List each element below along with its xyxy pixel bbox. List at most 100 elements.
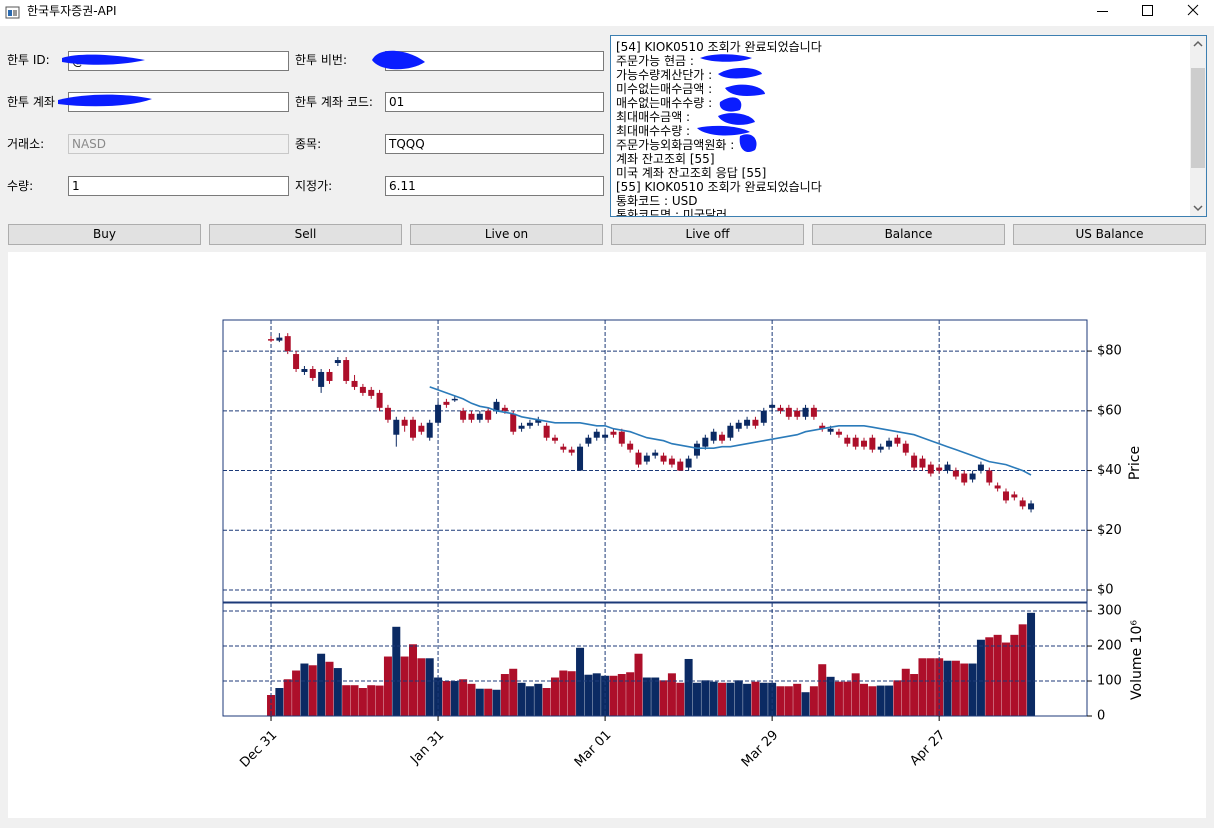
volume-bar: [826, 676, 835, 716]
candle-body: [677, 461, 684, 471]
window-controls: [1097, 4, 1199, 16]
volume-bar: [976, 639, 985, 716]
candle-body: [744, 419, 751, 426]
candle-body: [602, 434, 609, 438]
scrollbar[interactable]: [1190, 36, 1206, 216]
action-button[interactable]: Balance: [812, 224, 1005, 245]
volume-bar: [358, 688, 367, 716]
symbol-input[interactable]: TQQQ: [385, 134, 604, 154]
candle-body: [393, 419, 400, 435]
candle-body: [551, 437, 558, 441]
candle-body: [451, 398, 458, 401]
candle-body: [343, 360, 350, 381]
log-line: 최대매수수량 :: [616, 124, 691, 138]
volume-bar: [308, 665, 317, 716]
volume-bar: [734, 680, 743, 716]
candle-body: [443, 401, 450, 405]
candle-body: [844, 437, 851, 444]
action-button[interactable]: Live on: [410, 224, 603, 245]
candle-body: [309, 368, 316, 378]
candle-body: [635, 452, 642, 465]
candle-body: [435, 404, 442, 423]
candle-body: [986, 470, 993, 483]
volume-bar: [692, 682, 701, 716]
log-line: 주문가능외화금액원화 :: [616, 138, 735, 152]
volume-bar: [993, 634, 1002, 716]
candle-body: [810, 407, 817, 417]
volume-bar: [743, 683, 752, 716]
volume-bar: [784, 686, 793, 716]
volume-bar: [409, 644, 418, 716]
candle-body: [318, 371, 325, 387]
field-label: 한투 계좌 코드:: [295, 95, 373, 109]
candle-body: [652, 452, 659, 456]
candle-body: [368, 389, 375, 396]
volume-bar: [584, 674, 593, 716]
moving-average-line: [429, 386, 1032, 476]
candle-body: [518, 425, 525, 429]
title-bar: 한국투자증권-API: [0, 0, 1214, 26]
candle-body: [410, 419, 417, 438]
volume-bar: [960, 663, 969, 716]
candle-body: [693, 443, 700, 456]
volume-bar: [567, 671, 576, 716]
candle-body: [476, 413, 483, 420]
volume-bar: [893, 680, 902, 716]
app-icon: [5, 6, 20, 19]
log-line: 미수없는매수금액 :: [616, 82, 713, 96]
candle-body: [268, 339, 275, 341]
volume-bar: [634, 653, 643, 716]
candle-body: [418, 425, 425, 432]
candle-body: [952, 470, 959, 477]
candle-body: [293, 354, 300, 369]
volume-bar: [317, 653, 326, 716]
volume-panel-frame: [222, 602, 1088, 717]
quantity-input[interactable]: 1: [68, 176, 289, 196]
action-button[interactable]: Buy: [8, 224, 201, 245]
volume-bar: [292, 670, 301, 716]
volume-bar: [860, 683, 869, 716]
volume-bar: [534, 683, 543, 716]
volume-bar: [325, 661, 334, 716]
candle-body: [727, 425, 734, 438]
candle-body: [618, 431, 625, 444]
candle-body: [794, 410, 801, 417]
close-button[interactable]: [1187, 4, 1199, 16]
volume-bar: [300, 663, 309, 716]
candle-body: [702, 437, 709, 447]
volume-bar: [968, 663, 977, 716]
candle-body: [660, 455, 667, 462]
candle-body: [526, 422, 533, 426]
volume-bar: [667, 673, 676, 716]
price-input[interactable]: 6.11: [385, 176, 604, 196]
action-button[interactable]: US Balance: [1013, 224, 1206, 245]
redactions: [58, 50, 765, 153]
candle-body: [1019, 500, 1026, 507]
y-tick-label: $40: [1097, 463, 1122, 478]
candle-body: [460, 410, 467, 420]
log-line: 최대매수금액 :: [616, 110, 691, 124]
volume-bar: [283, 679, 292, 716]
candle-body: [510, 413, 517, 432]
candle-body: [501, 407, 508, 411]
volume-bar: [442, 681, 451, 716]
candle-body: [610, 431, 617, 435]
log-box[interactable]: [54] KIOK0510 조회가 완료되었습니다 주문가능 현금 : 가능수량계산…: [610, 35, 1207, 217]
candle-body: [577, 446, 584, 471]
volume-bar: [642, 677, 651, 716]
action-button[interactable]: Sell: [209, 224, 402, 245]
account-code-input[interactable]: 01: [385, 92, 604, 112]
volume-bar: [834, 681, 843, 716]
volume-bar: [701, 680, 710, 716]
action-button[interactable]: Live off: [611, 224, 804, 245]
candle-body: [902, 443, 909, 453]
volume-bar: [876, 685, 885, 716]
volume-bar: [809, 686, 818, 716]
candle-body: [568, 449, 575, 453]
exchange-input: NASD: [68, 134, 289, 154]
volume-bar: [684, 658, 693, 716]
volume-bar: [759, 682, 768, 716]
maximize-button[interactable]: [1142, 5, 1153, 16]
volume-bar: [392, 626, 401, 716]
volume-bar: [350, 685, 359, 716]
